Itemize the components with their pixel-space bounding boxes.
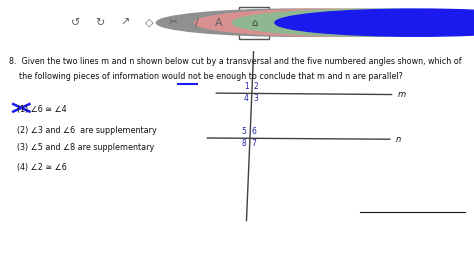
Text: (4) ∠2 ≅ ∠6: (4) ∠2 ≅ ∠6 [17,163,66,172]
Text: 2: 2 [253,82,258,91]
Text: ⌂: ⌂ [251,18,257,28]
Text: 5: 5 [242,127,246,136]
Text: 6: 6 [251,127,256,136]
Text: 7: 7 [251,139,256,148]
Circle shape [232,9,474,36]
Text: A: A [215,18,223,28]
Circle shape [156,9,441,36]
Text: (2) ∠3 and ∠6  are supplementary: (2) ∠3 and ∠6 are supplementary [17,126,156,135]
Text: 3: 3 [253,94,258,103]
Text: (1) ∠6 ≅ ∠4: (1) ∠6 ≅ ∠4 [17,105,66,114]
Text: (3) ∠5 and ∠8 are supplementary: (3) ∠5 and ∠8 are supplementary [17,143,154,152]
Text: m: m [397,90,405,99]
Text: ↗: ↗ [121,18,130,28]
Text: ✂: ✂ [168,18,178,28]
Text: ↺: ↺ [71,18,81,28]
Text: ↻: ↻ [95,18,104,28]
Text: n: n [395,135,401,144]
Text: 8: 8 [242,139,246,148]
Text: 1: 1 [244,82,248,91]
Text: ◇: ◇ [145,18,154,28]
Text: the following pieces of information would not be enough to conclude that m and n: the following pieces of information woul… [9,72,403,81]
Bar [239,7,269,39]
Text: /: / [195,18,199,28]
Circle shape [275,9,474,36]
Circle shape [194,9,474,36]
Text: 4: 4 [244,94,248,103]
Text: 8.  Given the two lines m and n shown below cut by a transversal and the five nu: 8. Given the two lines m and n shown bel… [9,57,462,66]
